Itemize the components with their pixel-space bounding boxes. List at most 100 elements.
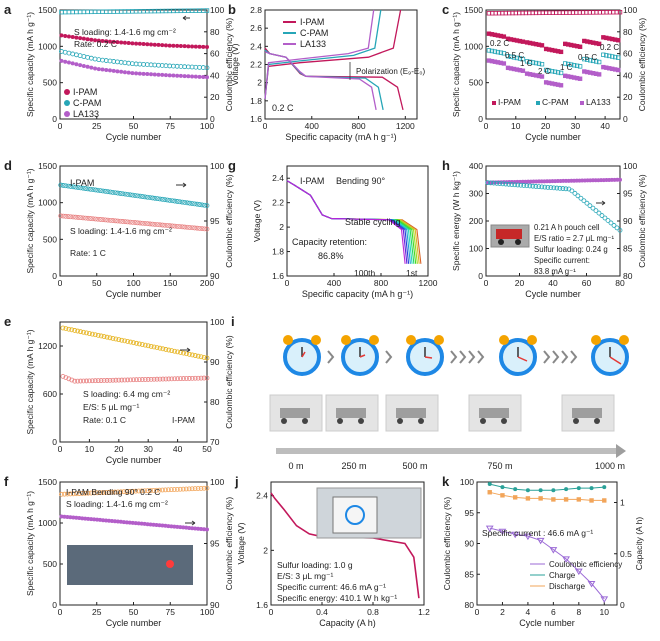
robot-wheel (281, 418, 287, 424)
ce-point (100, 490, 106, 495)
panel-letter: d (4, 158, 12, 173)
legend-marker (580, 101, 584, 105)
ce-point (189, 201, 195, 206)
capacity-point (511, 55, 517, 60)
y-tick-label: 500 (43, 559, 57, 569)
capacity-point (555, 70, 561, 75)
y2-tick-label: 100 (210, 161, 224, 171)
ce-point (562, 556, 570, 563)
capacity-point (89, 65, 94, 70)
y-tick-label: 90 (465, 539, 475, 549)
legend-label: I-PAM (498, 97, 521, 107)
y2-tick-label: 0 (623, 114, 628, 124)
capacity-point (72, 378, 78, 384)
legend-label: I-PAM (73, 87, 97, 97)
ce-point (89, 9, 94, 15)
ce-point (166, 347, 172, 353)
capacity-point (85, 64, 90, 69)
ce-point (142, 342, 148, 348)
x-tick-label: 10 (511, 121, 521, 131)
capacity-point (100, 38, 105, 43)
y2-tick-label: 20 (210, 92, 220, 102)
capacity-point (596, 41, 602, 47)
capacity-point (98, 217, 103, 222)
ce-point (132, 193, 138, 198)
car-body (496, 229, 522, 239)
capacity-point (601, 52, 606, 57)
capacity-point (589, 486, 594, 491)
y-tick-label: 1500 (464, 5, 483, 15)
ce-point (204, 485, 210, 491)
x-tick-label: 2 (500, 607, 505, 617)
y-tick-label: 80 (465, 600, 475, 610)
ce-point (159, 196, 165, 202)
capacity-point (527, 59, 533, 65)
ce-point (530, 183, 536, 189)
ce-point (152, 195, 158, 201)
y-tick-label: 2.4 (272, 173, 284, 183)
ce-point (542, 184, 548, 190)
x-tick-label: 1200 (419, 278, 438, 288)
y-axis-label: Specific capacity (mA h g⁻¹) (25, 12, 35, 117)
y-tick-label: 500 (469, 78, 483, 88)
capacity-point (533, 60, 539, 66)
capacity-point (125, 377, 131, 383)
chevron-right-icon (450, 350, 458, 364)
y-tick-label: 300 (469, 189, 483, 199)
capacity-point (201, 375, 207, 381)
capacity-point (59, 33, 64, 38)
capacity-point (98, 517, 103, 522)
rate-label: 2 C (538, 67, 551, 76)
ce-point (608, 220, 614, 226)
x-axis-label: Specific capacity (mA h g⁻¹) (302, 289, 413, 299)
capacity-point (184, 376, 189, 381)
x-tick-label: 0 (484, 121, 489, 131)
ce-point (197, 8, 202, 13)
y-tick-label: 2.4 (256, 491, 268, 501)
y-tick-label: 1200 (38, 341, 57, 351)
ce-point (177, 486, 183, 492)
y-tick-label: 100 (460, 477, 474, 487)
robot-body (280, 408, 310, 418)
capacity-point (150, 221, 155, 227)
robot-body (336, 408, 366, 418)
ce-point (189, 8, 195, 13)
capacity-point (95, 378, 101, 384)
y-tick-label: 1500 (38, 161, 57, 171)
capacity-point (136, 521, 141, 526)
ce-point (611, 223, 617, 228)
ce-point (189, 352, 195, 358)
voltage-curve (264, 9, 402, 100)
clock-bell (406, 335, 416, 345)
clock-hand (359, 354, 366, 358)
rate-label: 0.2 C (600, 43, 619, 52)
x-tick-label: 50 (92, 278, 102, 288)
robot-body (572, 408, 602, 418)
capacity-point (182, 224, 188, 230)
x-tick-label: 1.2 (418, 607, 430, 617)
ce-point (110, 189, 116, 195)
capacity-point (147, 221, 153, 227)
logo-icon (345, 505, 365, 525)
capacity-point (70, 35, 75, 40)
y-tick-label: 1.8 (250, 96, 262, 106)
ce-point (524, 533, 532, 541)
capacity-point (204, 375, 210, 381)
ce-point (98, 188, 103, 194)
annotation: S loading: 1.4-1.6 mg cm⁻² (66, 499, 168, 509)
y2-axis-label: Capacity (A h) (634, 517, 644, 571)
ce-point (157, 196, 163, 202)
clock-bell (311, 335, 321, 345)
annotation: 86.8% (318, 251, 344, 261)
capacity-point (104, 39, 109, 44)
capacity-point (552, 69, 558, 74)
clock-bell (341, 335, 351, 345)
y-tick-label: 0 (478, 271, 483, 281)
ce-point (194, 201, 200, 207)
energy-point (618, 177, 622, 182)
ce-point (70, 491, 76, 497)
distance-label: 500 m (402, 461, 427, 471)
panel-letter: e (4, 314, 11, 329)
ce-point (169, 348, 175, 354)
ce-point (145, 488, 151, 494)
